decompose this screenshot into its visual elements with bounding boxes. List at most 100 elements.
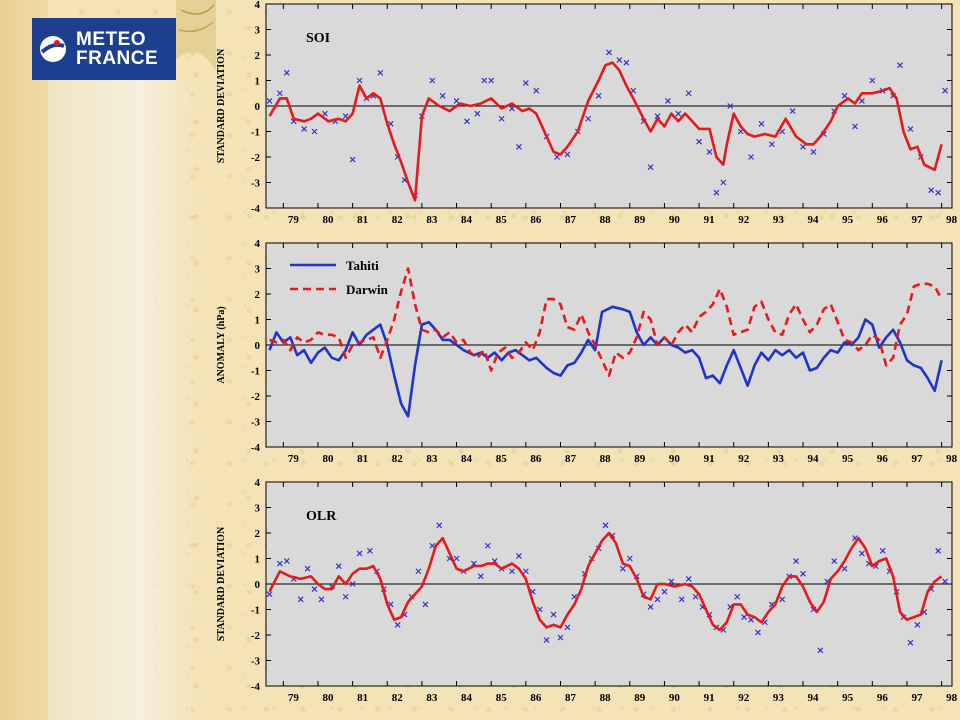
- scatter-point: [488, 77, 495, 84]
- x-tick-label: 98: [946, 214, 958, 226]
- legend-label-darwin: Darwin: [346, 282, 389, 297]
- y-tick-label: -2: [251, 391, 261, 403]
- scatter-point: [897, 62, 903, 69]
- x-tick-label: 95: [842, 692, 854, 704]
- y-tick-label: 2: [255, 50, 261, 62]
- scatter-point: [481, 77, 488, 84]
- x-tick-label: 80: [322, 453, 334, 465]
- scatter-point: [266, 591, 273, 598]
- scatter-point: [453, 97, 460, 104]
- y-tick-label: 0: [255, 340, 261, 352]
- x-tick-label: 83: [426, 214, 438, 226]
- x-tick-label: 79: [288, 453, 300, 465]
- scatter-point: [914, 621, 921, 628]
- y-tick-label: 1: [255, 76, 261, 88]
- scatter-point: [748, 616, 754, 623]
- scatter-point: [276, 560, 283, 567]
- scatter-point: [907, 639, 914, 646]
- series-line-darwin: [269, 267, 943, 377]
- x-tick-label: 98: [946, 692, 958, 704]
- scatter-point: [301, 126, 308, 132]
- scatter-point: [841, 92, 848, 99]
- scatter-point: [647, 164, 654, 171]
- scatter-point: [536, 606, 543, 613]
- x-tick-label: 86: [530, 453, 542, 465]
- scatter-point: [606, 49, 612, 56]
- scatter-point: [789, 108, 796, 115]
- scatter-point: [349, 156, 356, 163]
- scatter-point: [554, 154, 560, 160]
- y-tick-label: -3: [251, 417, 261, 429]
- scatter-point: [304, 565, 311, 572]
- scatter-point: [706, 148, 713, 155]
- x-tick-label: 84: [461, 214, 473, 226]
- scatter-point: [810, 148, 817, 155]
- scatter-point: [630, 87, 637, 94]
- chart-panel-2: -4 -3 -2 -1 0 1 2 3 4 79 80 81 82 83 84 85 86 87 88 89 90 91 9…: [216, 238, 958, 465]
- scatter-point: [626, 555, 633, 562]
- scatter-point: [685, 575, 692, 582]
- scatter-point: [474, 110, 481, 117]
- x-tick-label: 88: [600, 453, 612, 465]
- scatter-point: [429, 77, 436, 84]
- scatter-point: [935, 189, 942, 196]
- x-tick-label: 82: [392, 214, 404, 226]
- scatter-point: [356, 550, 363, 557]
- smoothed-line: [268, 531, 943, 632]
- x-tick-label: 93: [773, 453, 785, 465]
- scatter-point: [422, 601, 429, 608]
- scatter-point: [654, 113, 661, 120]
- scatter-point: [321, 110, 328, 117]
- scatter-point: [415, 568, 422, 575]
- x-tick-label: 93: [773, 214, 785, 226]
- chart-title: OLR: [306, 509, 337, 524]
- chart-panel-3: -4 -3 -2 -1 0 1 2 3 4 79 80 81 82 83 84 85 86 87 88 89 90 91 9…: [216, 477, 958, 704]
- x-tick-label: 83: [426, 692, 438, 704]
- scatter-point: [800, 570, 806, 577]
- scatter-point: [557, 634, 564, 641]
- scatter-point: [817, 647, 824, 654]
- y-axis-label: ANOMALY (hPa): [216, 306, 227, 383]
- scatter-point: [748, 154, 754, 160]
- y-tick-label: 0: [255, 579, 261, 591]
- scatter-point: [852, 123, 858, 130]
- decorative-corner-art: [176, 0, 216, 70]
- scatter-point: [595, 92, 602, 99]
- scatter-point: [858, 97, 865, 104]
- scatter-point: [464, 118, 470, 125]
- x-tick-label: 84: [461, 453, 473, 465]
- series-line-tahiti: [268, 305, 943, 418]
- x-tick-label: 96: [877, 453, 889, 465]
- scatter-point: [311, 586, 318, 593]
- x-tick-label: 80: [322, 692, 334, 704]
- scatter-point: [675, 110, 682, 117]
- scatter-point: [335, 563, 342, 570]
- x-tick-label: 79: [288, 692, 300, 704]
- y-tick-label: 3: [255, 264, 261, 276]
- x-tick-label: 92: [738, 692, 750, 704]
- scatter-point: [318, 596, 325, 603]
- scatter-point: [522, 80, 529, 86]
- x-tick-label: 89: [634, 214, 646, 226]
- x-tick-label: 95: [842, 214, 854, 226]
- scatter-point: [942, 87, 948, 94]
- x-tick-label: 81: [357, 453, 368, 465]
- scatter-point: [623, 59, 630, 66]
- scatter-point: [342, 593, 349, 600]
- x-tick-label: 88: [600, 692, 612, 704]
- scatter-point: [477, 573, 484, 580]
- y-axis-label: STANDARD DEVIATION: [216, 48, 227, 163]
- x-tick-label: 80: [322, 214, 334, 226]
- x-tick-label: 90: [669, 214, 681, 226]
- scatter-point: [685, 90, 692, 97]
- decorative-side-shade: [48, 80, 198, 720]
- scatter-point: [602, 522, 609, 529]
- scatter-point: [550, 611, 557, 618]
- x-tick-label: 81: [357, 214, 368, 226]
- x-tick-label: 95: [842, 453, 854, 465]
- x-tick-label: 94: [808, 214, 820, 226]
- y-tick-label: 2: [255, 289, 261, 301]
- scatter-point: [367, 547, 373, 554]
- scatter-point: [564, 624, 571, 631]
